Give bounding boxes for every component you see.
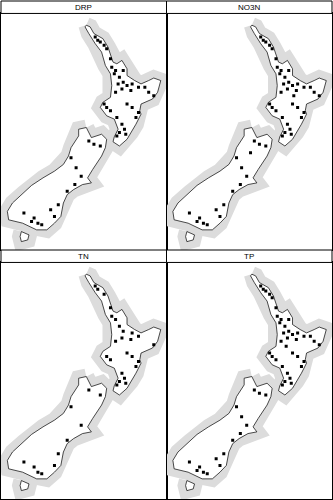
svg-text:DRP: DRP (75, 3, 92, 12)
svg-text:TN: TN (78, 252, 89, 261)
svg-text:NO3N: NO3N (238, 3, 260, 12)
svg-text:TP: TP (244, 252, 254, 261)
